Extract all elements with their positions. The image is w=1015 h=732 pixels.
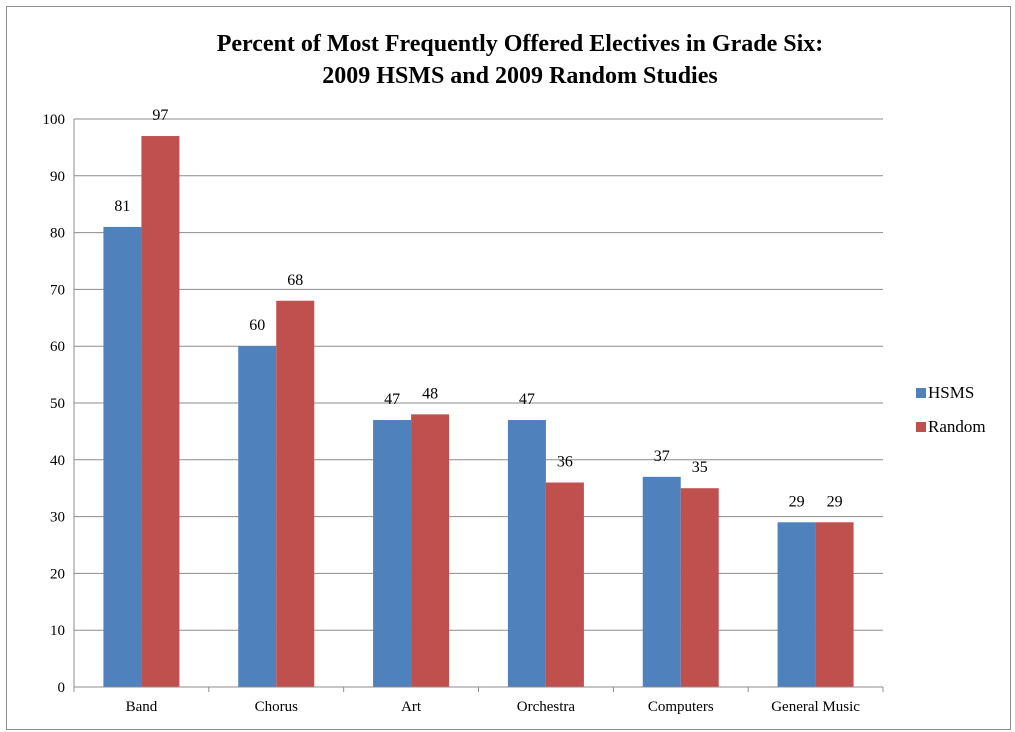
data-label: 37 [654, 448, 670, 465]
data-label: 60 [249, 317, 265, 334]
axes: 0 10 20 30 40 50 60 70 80 90 100 Band Chorus Art Orche… [43, 112, 884, 715]
y-tick-label: 40 [50, 453, 65, 469]
bar-random [276, 300, 315, 687]
bar-hsms [507, 420, 546, 687]
bar-random [680, 488, 719, 687]
data-labels: 81 97 60 68 47 48 47 36 37 35 29 29 [114, 107, 842, 510]
data-label: 47 [384, 391, 400, 408]
x-tick-label: Chorus [255, 699, 299, 715]
bar-hsms [777, 522, 816, 687]
data-label: 35 [692, 459, 708, 476]
chart-title-line-1: Percent of Most Frequently Offered Elect… [217, 31, 824, 57]
x-tick-label: Band [126, 699, 158, 715]
bars [103, 136, 854, 688]
data-label: 36 [557, 454, 573, 471]
y-tick-label: 100 [43, 112, 66, 128]
x-tick-label: Art [401, 699, 422, 715]
y-tick-label: 90 [50, 169, 65, 185]
y-tick-label: 20 [50, 566, 65, 582]
legend-label-hsms: HSMS [928, 383, 974, 402]
bar-random [141, 136, 180, 688]
bar-hsms [238, 346, 277, 687]
bar-hsms [103, 226, 142, 688]
legend-swatch-hsms [916, 388, 926, 398]
y-tick-label: 60 [50, 339, 65, 355]
data-label: 29 [827, 493, 843, 510]
x-tick-label: Orchestra [517, 699, 576, 715]
y-tick-label: 30 [50, 510, 65, 526]
data-label: 97 [152, 107, 168, 124]
legend-swatch-random [916, 422, 926, 432]
legend: HSMS Random [916, 383, 986, 436]
data-label: 48 [422, 385, 438, 402]
legend-label-random: Random [928, 417, 986, 436]
data-label: 29 [789, 493, 805, 510]
data-label: 47 [519, 391, 535, 408]
data-label: 68 [287, 272, 303, 289]
chart-title-line-2: 2009 HSMS and 2009 Random Studies [322, 63, 717, 89]
chart-frame: Percent of Most Frequently Offered Elect… [6, 6, 1011, 730]
y-tick-label: 50 [50, 396, 65, 412]
y-tick-label: 80 [50, 226, 65, 242]
bar-random [545, 482, 584, 687]
y-tick-label: 10 [50, 623, 65, 639]
data-label: 81 [114, 198, 130, 215]
y-tick-label: 70 [50, 282, 65, 298]
gridlines [74, 118, 883, 631]
bar-random [815, 522, 854, 687]
y-tick-label: 0 [58, 680, 66, 696]
chart: Percent of Most Frequently Offered Elect… [43, 31, 986, 715]
bar-random [411, 414, 450, 687]
bar-hsms [642, 476, 681, 687]
x-tick-label: Computers [648, 699, 714, 715]
x-tick-label: General Music [771, 699, 860, 715]
bar-hsms [373, 420, 412, 687]
